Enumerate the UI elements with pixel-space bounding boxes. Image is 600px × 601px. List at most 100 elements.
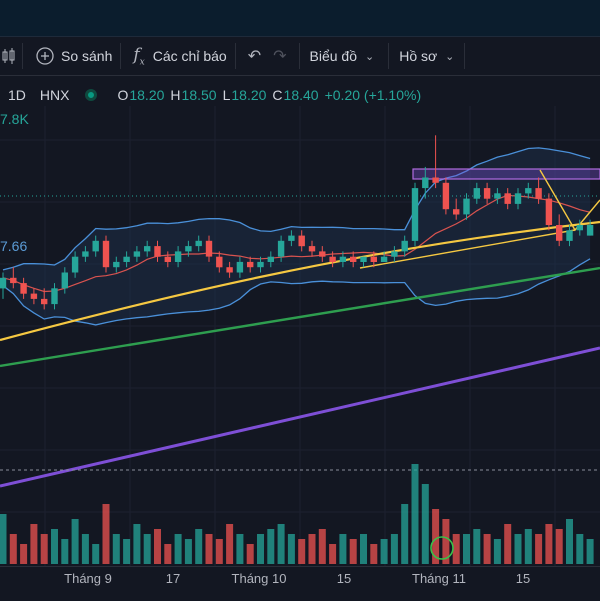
candle-body	[586, 225, 594, 236]
indicators-label: Các chỉ báo	[152, 48, 227, 64]
candle-body	[164, 256, 171, 262]
volume-bar	[504, 524, 512, 564]
candle-body	[514, 193, 522, 204]
volume-bar	[20, 544, 28, 564]
undo-button[interactable]: ↶	[236, 37, 267, 75]
xaxis-tick-label: 17	[165, 571, 181, 586]
candle-body	[92, 240, 99, 252]
candle-type-button[interactable]	[0, 37, 22, 75]
candle-body	[411, 188, 419, 241]
candle-body	[195, 240, 202, 247]
volume-bar	[535, 534, 543, 564]
volume-bar	[102, 504, 110, 564]
volume-bar	[360, 534, 367, 564]
volume-bar	[452, 534, 460, 564]
interval-label: 1D	[8, 87, 26, 103]
volume-bar	[215, 539, 223, 564]
candle-body	[566, 230, 573, 241]
toolbar-divider	[120, 43, 122, 69]
candle-body	[370, 256, 377, 262]
candle-body	[30, 293, 38, 299]
candle-body	[391, 251, 398, 257]
volume-bar	[81, 534, 89, 564]
ma-value: 7.66	[0, 238, 28, 254]
volume-bar	[349, 539, 357, 564]
candle-body	[422, 177, 429, 189]
volume-bar	[0, 514, 7, 564]
volume-bar	[133, 524, 141, 564]
low-label: L	[222, 87, 231, 103]
candle-body	[308, 246, 316, 252]
candle-body	[401, 240, 408, 252]
ma-short-line	[2, 194, 591, 293]
volume-bar	[329, 544, 337, 564]
profile-dropdown[interactable]: Hồ sơ ⌄	[389, 37, 464, 75]
candle-body	[20, 283, 27, 294]
volume-bar	[287, 534, 295, 564]
volume-bar	[298, 539, 306, 564]
change-value: +0.20 (+1.10%)	[324, 87, 422, 103]
candle-body	[144, 246, 151, 252]
volume-bar	[246, 544, 254, 564]
candle-body	[205, 240, 213, 257]
candle-body	[473, 188, 480, 199]
volume-bar	[555, 529, 563, 564]
volume-bar	[586, 539, 594, 564]
volume-bar	[401, 504, 409, 564]
xaxis-tick-label: Tháng 10	[231, 571, 287, 586]
volume-bar	[174, 534, 182, 564]
volume-bar	[184, 539, 192, 564]
volume-bar	[463, 534, 470, 564]
close-value: 18.40	[283, 87, 319, 103]
compare-label: So sánh	[61, 48, 113, 64]
ma-long-line	[0, 266, 600, 368]
high-label: H	[170, 87, 181, 103]
candle-body	[154, 246, 161, 257]
candle-body	[247, 261, 254, 268]
volume-bar	[493, 539, 501, 564]
volume-signal-marker	[430, 536, 454, 560]
toolbar-divider	[234, 43, 236, 69]
volume-bar	[318, 529, 326, 564]
candle-body	[525, 188, 532, 194]
volume-bar	[257, 534, 264, 564]
redo-button[interactable]: ↷	[267, 37, 298, 75]
candle-body	[133, 251, 141, 257]
indicators-button[interactable]: fx Các chỉ báo	[121, 37, 234, 75]
chevron-down-icon: ⌄	[445, 50, 455, 63]
chart-type-dropdown[interactable]: Biểu đồ ⌄	[300, 37, 389, 75]
xaxis-tick-label: 15	[515, 571, 531, 586]
candle-body	[0, 277, 7, 289]
candle-body	[61, 272, 68, 289]
candle-body	[339, 256, 347, 262]
volume-value: 7.8K	[0, 111, 29, 127]
profile-label: Hồ sơ	[399, 48, 438, 64]
chevron-down-icon: ⌄	[364, 50, 375, 63]
xaxis-tick-label: 15	[336, 571, 352, 586]
exchange-label: HNX	[39, 87, 70, 103]
candle-body	[51, 288, 58, 305]
low-value: 18.20	[231, 87, 267, 103]
close-label: C	[272, 87, 283, 103]
candle-body	[267, 256, 274, 262]
volume-bar	[40, 534, 48, 564]
volume-bar	[421, 484, 429, 564]
open-value: 18.20	[129, 87, 165, 103]
candle-body	[380, 256, 388, 262]
chart-toolbar: So sánh fx Các chỉ báo ↶ ↷ Biểu đồ ⌄ Hồ …	[0, 37, 600, 76]
candle-body	[576, 225, 583, 231]
volume-bar	[473, 529, 481, 564]
time-axis[interactable]: Tháng 9 17 Tháng 10 15 Tháng 11 15	[0, 566, 600, 601]
candle-icon	[2, 48, 15, 64]
volume-bar	[432, 509, 440, 564]
compare-button[interactable]: So sánh	[23, 37, 120, 75]
redo-icon: ↷	[273, 48, 287, 65]
volume-bar	[9, 534, 17, 564]
volume-bar	[442, 519, 450, 564]
candle-body	[226, 267, 233, 273]
candle-body	[257, 261, 264, 268]
candle-body	[10, 277, 17, 284]
resistance-zone-rect	[412, 168, 600, 180]
candle-body	[432, 177, 439, 183]
